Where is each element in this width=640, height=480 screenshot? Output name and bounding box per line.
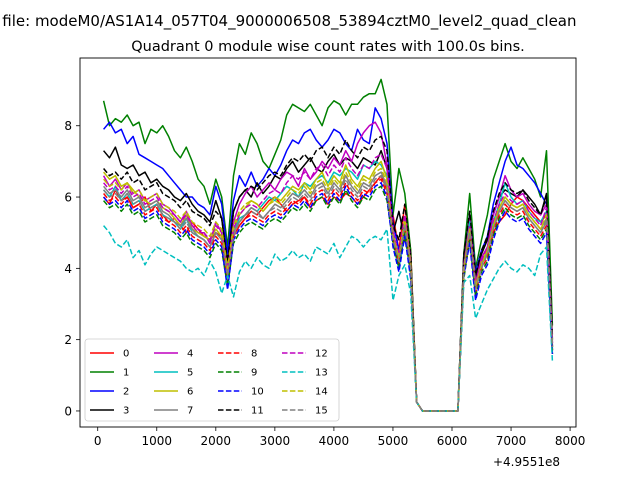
legend-label-9: 9 <box>251 368 257 379</box>
series-1-line <box>102 78 554 412</box>
series-8-line <box>103 178 554 412</box>
y-tick-label: 8 <box>64 119 72 133</box>
series-layer <box>102 78 554 412</box>
legend-label-1: 1 <box>123 368 129 379</box>
x-tick-label: 1000 <box>141 434 172 448</box>
x-offset-label: +4.9551e8 <box>493 455 560 469</box>
y-axis: 0 2 4 6 8 <box>64 119 80 418</box>
legend-label-6: 6 <box>187 387 193 398</box>
legend-label-15: 15 <box>315 406 328 417</box>
legend-label-14: 14 <box>315 387 328 398</box>
x-tick-label: 0 <box>94 434 102 448</box>
legend-box <box>84 338 340 422</box>
figure-suptitle: n file: modeM0/AS1A14_057T04_9000006508_… <box>0 12 577 31</box>
y-tick-label: 4 <box>64 262 72 276</box>
chart-title: Quadrant 0 module wise count rates with … <box>131 39 525 55</box>
legend-label-13: 13 <box>315 368 328 379</box>
series-14-line <box>103 167 554 412</box>
series-3-line <box>103 146 554 412</box>
series-10-line <box>103 182 554 412</box>
legend-label-11: 11 <box>251 406 264 417</box>
legend-label-0: 0 <box>123 349 129 360</box>
series-11-line <box>103 135 554 412</box>
x-tick-label: 3000 <box>260 434 291 448</box>
series-6-line <box>103 160 554 412</box>
series-12-line <box>103 153 554 412</box>
axes-frame <box>79 57 577 428</box>
series-13-line <box>103 225 554 412</box>
series-15-line <box>103 174 554 412</box>
x-tick-label: 8000 <box>555 434 586 448</box>
x-tick-label: 4000 <box>319 434 350 448</box>
y-tick-label: 2 <box>64 333 72 347</box>
x-tick-label: 2000 <box>201 434 232 448</box>
legend-label-2: 2 <box>123 387 129 398</box>
x-tick-label: 5000 <box>378 434 409 448</box>
x-tick-label: 7000 <box>496 434 527 448</box>
y-tick-label: 6 <box>64 191 72 205</box>
x-axis: 0 1000 2000 3000 4000 5000 6000 7000 8000 <box>94 427 585 448</box>
legend-label-12: 12 <box>315 349 328 360</box>
series-9-line <box>103 185 554 412</box>
legend-label-4: 4 <box>187 349 193 360</box>
x-tick-label: 6000 <box>437 434 468 448</box>
legend-label-3: 3 <box>123 406 129 417</box>
legend-label-7: 7 <box>187 406 193 417</box>
legend-label-8: 8 <box>251 349 257 360</box>
legend-label-5: 5 <box>187 368 193 379</box>
y-tick-label: 0 <box>64 404 72 418</box>
legend-label-10: 10 <box>251 387 264 398</box>
